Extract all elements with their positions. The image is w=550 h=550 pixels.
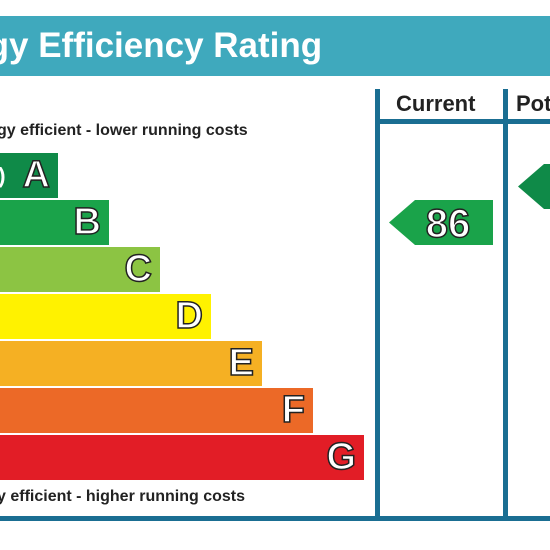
band-d-letter: D [175,294,204,338]
current-rating-value: 86 [426,202,471,246]
bottom-efficiency-note: y efficient - higher running costs [0,488,246,505]
band-d: D [0,294,211,339]
bottom-border-line [0,516,550,521]
band-g: G [0,435,364,480]
current-column-right-border [503,89,508,521]
band-a-range: s) [0,153,6,198]
band-a-letter: A [22,153,51,197]
band-a: s) A [0,153,58,198]
current-rating-arrow: 86 [389,200,493,247]
chart-title: rgy Efficiency Rating [0,26,323,65]
band-f: F [0,388,313,433]
top-efficiency-note: gy efficient - lower running costs [0,122,248,139]
header-divider-line [375,119,550,124]
band-e-letter: E [228,341,255,385]
band-f-letter: F [281,388,306,432]
current-column-header: Current [396,91,476,116]
band-e: E [0,341,262,386]
title-bar: rgy Efficiency Rating [0,16,550,76]
band-b: B [0,200,109,245]
current-column-left-border [375,89,380,521]
band-b-letter: B [73,200,102,244]
band-c-letter: C [124,247,153,291]
band-c: C [0,247,160,292]
potential-rating-arrow [518,164,550,209]
band-g-letter: G [326,435,357,479]
potential-column-header: Pot [516,91,550,116]
